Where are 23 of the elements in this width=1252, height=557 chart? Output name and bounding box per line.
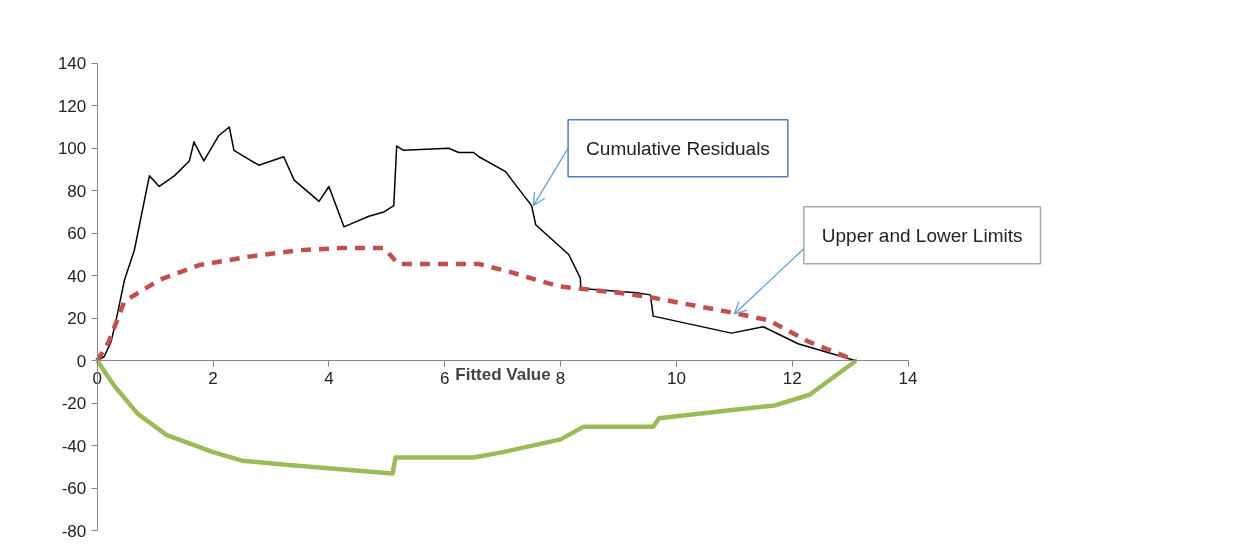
x-tick-label: 8 — [555, 368, 566, 388]
y-tick-label: 80 — [67, 181, 87, 201]
annotation: Upper and Lower Limits — [821, 224, 1023, 246]
y-tick-label: 40 — [67, 266, 87, 286]
y-tick-label: 20 — [67, 309, 87, 329]
annotation: Cumulative Residuals — [586, 137, 770, 159]
x-tick-label: 10 — [666, 368, 686, 388]
y-tick-label: 0 — [76, 351, 87, 371]
x-tick-label: 6 — [440, 368, 450, 388]
x-tick-label: 2 — [208, 368, 218, 388]
x-axis-title: Fitted Value — [455, 364, 551, 384]
x-tick-label: 14 — [898, 368, 918, 388]
y-tick-label: -20 — [61, 394, 87, 414]
y-tick-label: 60 — [67, 224, 87, 244]
y-tick-label: -60 — [61, 479, 87, 499]
y-tick-label: -40 — [61, 436, 87, 456]
y-tick-label: 120 — [57, 96, 87, 116]
line-series — [95, 358, 859, 476]
y-tick-label: 140 — [57, 54, 87, 74]
y-tick-label: -80 — [61, 521, 87, 541]
x-tick-label: 4 — [324, 368, 334, 388]
x-tick-label: 12 — [782, 368, 802, 388]
y-tick-label: 100 — [57, 139, 87, 159]
